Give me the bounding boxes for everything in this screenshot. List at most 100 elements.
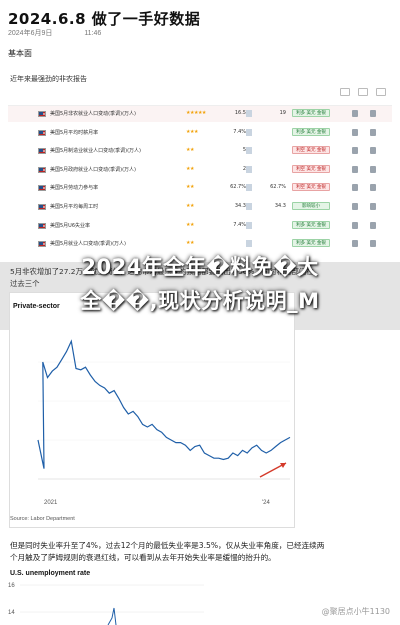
signal-icon — [246, 221, 252, 229]
alert-icon[interactable] — [352, 203, 358, 210]
private-sector-chart-svg: Private-sector 2021 '24 — [13, 303, 291, 506]
forecast-value: 62.7% — [270, 184, 286, 191]
previous-value: 34.3 — [234, 203, 246, 209]
page-title: 2024.6.8 做了一手好数据 — [8, 10, 201, 28]
alert-icon[interactable] — [352, 128, 358, 136]
table-row[interactable]: 美国5月非农就业人口变动(季调)(万人) ★★★★★ 16.5 19 利多 美元 金银 — [8, 106, 392, 122]
signal-icon — [246, 203, 252, 210]
signal-icon — [246, 147, 252, 155]
indicator-name: 美国5月政府就业人口变动(季调)(万人) — [50, 166, 136, 173]
watermark: @聚居点小牛1130 — [321, 607, 390, 616]
indicator-name: 美国5月劳动力参与率 — [50, 185, 99, 192]
previous-value: 62.7% — [230, 184, 246, 191]
more-icon[interactable] — [370, 165, 376, 173]
chart-source: Source: Labor Department — [10, 516, 75, 522]
alert-icon[interactable] — [352, 165, 358, 173]
impact-badge: 影响较小 — [292, 202, 330, 210]
signal-icon — [246, 184, 252, 192]
indicator-table: 近年来最强劲的非农报告 美国5月非农就业人口变动(季调)(万人) ★★★★★ 16.… — [8, 68, 392, 258]
paragraph-one: 5月非农增加了27.2万个就业岗位，这比市场最乐观的预测都要高出了50%，同时私… — [10, 266, 390, 290]
previous-value: 16.5 — [234, 110, 246, 116]
table-header — [8, 100, 392, 106]
table-row[interactable]: 美国5月制造业就业人口变动(季调)(万人) ★★ 5 利空 美元 金银 — [8, 143, 392, 159]
menu-icon[interactable] — [376, 88, 386, 96]
impact-badge: 利多 美元 金银 — [292, 127, 330, 136]
table-row[interactable]: 美国5月劳动力参与率 ★★ 62.7% 62.7% 利空 美元 金银 — [8, 180, 392, 196]
paragraph-two-line2: 个月触及了萨姆规则的衰退红线，可以看到从去年开始失业率是缓慢的抬升的。 — [10, 553, 276, 562]
indicator-name: 美国5月非农就业人口变动(季调)(万人) — [50, 111, 136, 117]
unemployment-line — [107, 607, 117, 625]
table-row[interactable]: 美国5月就业人口变动(季调)(万人) ★★ 利多 美元 金银 — [8, 236, 392, 252]
importance-stars: ★★ — [186, 240, 194, 247]
tick-label-2021: 2021 — [44, 500, 58, 506]
importance-stars: ★★ — [186, 147, 194, 154]
indicator-name: 美国5月平均每周工时 — [50, 204, 99, 210]
us-flag-icon — [38, 111, 46, 117]
indicator-name: 美国5月制造业就业人口变动(季调)(万人) — [50, 148, 141, 155]
impact-badge: 利多 美元 金银 — [292, 109, 330, 117]
section-label: 基本面 — [8, 49, 32, 58]
more-icon[interactable] — [370, 240, 376, 248]
headline-line2: 全��,现状分析说明_M — [80, 289, 320, 313]
impact-badge: 利空 美元 金银 — [292, 183, 330, 192]
more-icon[interactable] — [370, 147, 376, 155]
paragraph-one-line2: 过去三个 — [10, 279, 40, 288]
filter-icon[interactable] — [340, 88, 350, 96]
us-flag-icon — [38, 204, 46, 210]
table-row[interactable]: 美国5月平均时薪月率 ★★★ 7.4% 利多 美元 金银 — [8, 125, 392, 141]
importance-stars: ★★ — [186, 221, 194, 228]
alert-icon[interactable] — [352, 147, 358, 155]
table-row[interactable]: 美国5月U6失业率 ★★ 7.4% 利多 美元 金银 — [8, 218, 392, 234]
indicator-name: 美国5月U6失业率 — [50, 222, 91, 229]
headline-overlay: 2024年全年�料免�大 全��,现状分析说明_M — [0, 250, 400, 318]
signal-icon — [246, 128, 252, 136]
share-icon[interactable] — [358, 88, 368, 96]
alert-icon[interactable] — [352, 110, 358, 117]
unemployment-chart: 16 14 — [8, 583, 204, 625]
previous-value: 5 — [242, 147, 246, 154]
series-line-private-sector — [37, 339, 291, 469]
previous-value: 7.4% — [233, 128, 246, 135]
indicator-name: 美国5月平均时薪月率 — [50, 129, 99, 136]
headline-line1: 2024年全年�料免�大 — [81, 255, 319, 279]
private-sector-chart: Private-sector 2021 '24 — [9, 292, 295, 528]
table-row[interactable]: 美国5月政府就业人口变动(季调)(万人) ★★ 2 利空 美元 金银 — [8, 162, 392, 178]
paragraph-one-line1: 5月非农增加了27.2万个就业岗位，这比市场最乐观的预测都要高出了50%，同时私… — [10, 267, 314, 276]
chart1-title: Private-sector — [13, 303, 60, 310]
more-icon[interactable] — [370, 221, 376, 229]
alert-icon[interactable] — [352, 221, 358, 229]
more-icon[interactable] — [370, 184, 376, 192]
table-row[interactable]: 美国5月平均每周工时 ★★ 34.3 34.3 影响较小 — [8, 199, 392, 215]
tick-label-24: '24 — [262, 500, 270, 506]
paragraph-two-line1: 但是同时失业率升至了4%，过去12个月的最低失业率是3.5%，仅从失业率角度，已… — [10, 541, 325, 550]
importance-stars: ★★★ — [186, 128, 198, 135]
forecast-value: 19 — [279, 110, 286, 116]
impact-badge: 利空 美元 金银 — [292, 146, 330, 155]
importance-stars: ★★ — [186, 165, 194, 172]
importance-stars: ★★★★★ — [186, 110, 206, 116]
signal-icon — [246, 110, 252, 117]
more-icon[interactable] — [370, 128, 376, 136]
forecast-value: 34.3 — [274, 203, 286, 209]
post-date: 2024年6月9日 — [8, 30, 53, 37]
post-time: 11:46 — [84, 30, 102, 37]
table-toolbar — [340, 88, 386, 96]
alert-icon[interactable] — [352, 240, 358, 248]
tick-label-16: 16 — [8, 583, 15, 589]
importance-stars: ★★ — [186, 203, 194, 209]
more-icon[interactable] — [370, 203, 376, 210]
us-flag-icon — [38, 148, 46, 155]
signal-icon — [246, 165, 252, 173]
previous-value: 2 — [242, 165, 246, 172]
paragraph-two: 但是同时失业率升至了4%，过去12个月的最低失业率是3.5%，仅从失业率角度，已… — [10, 540, 394, 564]
tick-label-14: 14 — [8, 610, 15, 616]
impact-badge: 利多 美元 金银 — [292, 239, 330, 248]
us-flag-icon — [38, 166, 46, 173]
us-flag-icon — [38, 241, 46, 248]
more-icon[interactable] — [370, 110, 376, 117]
alert-icon[interactable] — [352, 184, 358, 192]
trend-arrow-head — [280, 463, 286, 468]
us-flag-icon — [38, 129, 46, 136]
signal-icon — [246, 240, 252, 248]
us-flag-icon — [38, 185, 46, 192]
